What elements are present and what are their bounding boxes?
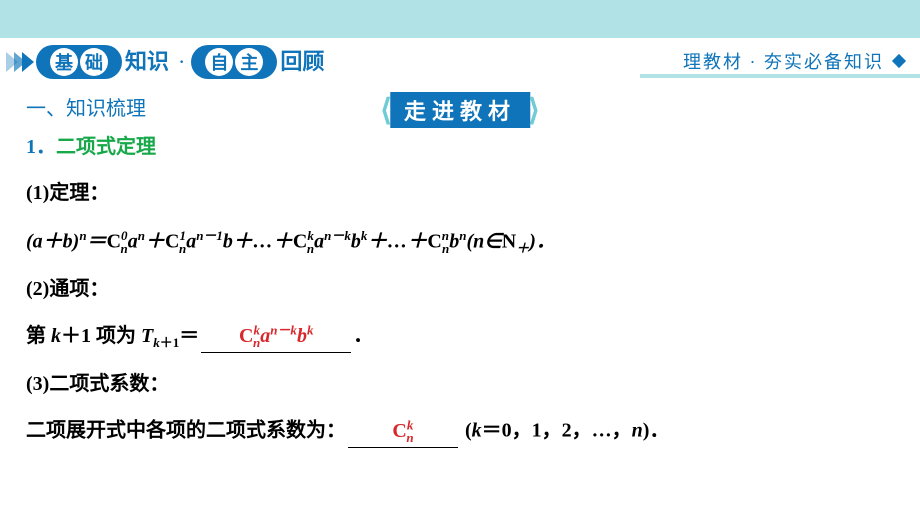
- item2-label: (2)通项：: [26, 274, 894, 304]
- dot: ·: [178, 49, 185, 75]
- item2-suffix: ．: [353, 325, 373, 347]
- item3-answer: Ckn: [392, 420, 413, 442]
- subhead-num: 1．: [26, 136, 56, 158]
- item3-line: 二项展开式中各项的二项式系数为： Ckn (k＝0，1，2，…，n)．: [26, 415, 894, 448]
- chevron-icon: [6, 52, 30, 72]
- circ-4: 主: [235, 48, 263, 76]
- circ-3: 自: [205, 48, 233, 76]
- angle-right-icon: ⟩: [528, 93, 540, 128]
- content-area: 一、知识梳理 1．二项式定理 (1)定理： (a＋b)n＝C0nan＋C1nan…: [0, 86, 920, 448]
- center-badge: ⟨ 走进教材 ⟩: [382, 92, 537, 128]
- top-strip: [0, 0, 920, 38]
- item2-answer: Cknan－kbk: [239, 325, 313, 347]
- formula-main: (a＋b)n＝C0nan＋C1nan－1b＋…＋Cknan－kbk＋…＋Cnnb…: [26, 226, 894, 258]
- right-subtitle: 理教材 · 夯实必备知识: [683, 48, 904, 74]
- banner-row: 基 础 知识 · 自 主 回顾 理教材 · 夯实必备知识: [0, 38, 920, 86]
- item2-line: 第 k＋1 项为 Tk＋1＝Cknan－kbk．: [26, 320, 894, 353]
- circ-1: 基: [50, 48, 78, 76]
- center-badge-text: 走进教材: [390, 92, 530, 128]
- right-subtitle-text: 理教材 · 夯实必备知识: [683, 48, 884, 74]
- title-pill: 基 础 知识 · 自 主 回顾: [36, 45, 327, 79]
- item3-label: (3)二项式系数：: [26, 369, 894, 399]
- plain-2: 回顾: [280, 48, 324, 76]
- diamond-icon: [892, 54, 906, 68]
- plain-1: 知识: [125, 48, 169, 76]
- item1-label: (1)定理：: [26, 178, 894, 208]
- right-underline: [640, 74, 920, 78]
- circ-2: 础: [80, 48, 108, 76]
- subhead-text: 二项式定理: [56, 136, 156, 158]
- item3-prefix: 二项展开式中各项的二项式系数为：: [26, 420, 346, 442]
- item3-suffix: (k＝0，1，2，…，n)．: [460, 420, 669, 442]
